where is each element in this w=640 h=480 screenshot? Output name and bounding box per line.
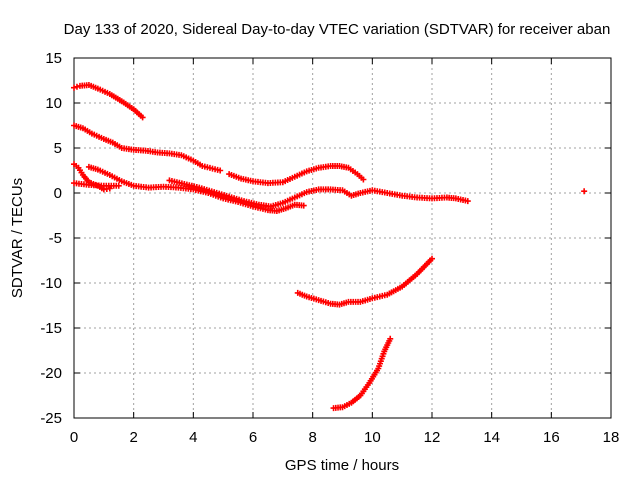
x-tick-label: 12 bbox=[424, 429, 441, 446]
data-point bbox=[429, 255, 435, 262]
x-tick-label: 10 bbox=[364, 429, 381, 446]
series-arc-6 bbox=[71, 180, 122, 189]
data-point bbox=[300, 202, 307, 209]
y-tick-label: -20 bbox=[40, 365, 62, 382]
series-arc-7 bbox=[166, 177, 471, 210]
x-axis-label: GPS time / hours bbox=[285, 457, 399, 474]
x-tick-label: 8 bbox=[308, 429, 316, 446]
y-tick-label: -10 bbox=[40, 275, 62, 292]
y-tick-label: -5 bbox=[49, 230, 62, 247]
y-tick-label: -15 bbox=[40, 320, 62, 337]
data-series bbox=[71, 82, 588, 412]
x-tick-label: 4 bbox=[189, 429, 197, 446]
data-point bbox=[71, 84, 77, 91]
series-arc-8 bbox=[581, 188, 588, 195]
series-arc-2 bbox=[71, 122, 224, 174]
y-tick-label: 5 bbox=[54, 140, 62, 157]
data-point bbox=[139, 114, 146, 121]
x-tick-label: 18 bbox=[603, 429, 620, 446]
y-tick-label: 0 bbox=[54, 185, 62, 202]
data-point bbox=[464, 198, 471, 205]
data-point bbox=[217, 167, 224, 174]
x-tick-label: 14 bbox=[483, 429, 500, 446]
y-tick-label: 10 bbox=[45, 95, 62, 112]
x-axis-ticks: 0 2 4 6 8 10 12 14 16 18 bbox=[70, 58, 620, 446]
data-point bbox=[73, 83, 80, 90]
series-arc-9 bbox=[294, 255, 435, 308]
x-tick-label: 6 bbox=[249, 429, 257, 446]
data-point bbox=[581, 188, 588, 195]
grid-lines bbox=[74, 58, 611, 418]
x-tick-label: 16 bbox=[543, 429, 560, 446]
y-tick-label: 15 bbox=[45, 50, 62, 67]
data-point bbox=[387, 335, 394, 342]
series-arc-3 bbox=[226, 163, 367, 187]
x-tick-label: 2 bbox=[129, 429, 137, 446]
series-arc-10 bbox=[330, 335, 394, 412]
y-tick-label: -25 bbox=[40, 410, 62, 427]
data-point bbox=[115, 182, 122, 189]
x-tick-label: 0 bbox=[70, 429, 78, 446]
series-arc-5 bbox=[85, 163, 307, 214]
chart-title: Day 133 of 2020, Sidereal Day-to-day VTE… bbox=[64, 21, 611, 38]
series-arc-1 bbox=[71, 82, 146, 121]
y-axis-label: SDTVAR / TECUs bbox=[9, 178, 26, 298]
y-axis-ticks: -25 -20 -15 -10 -5 0 5 10 15 bbox=[40, 50, 611, 427]
data-point bbox=[360, 176, 367, 183]
